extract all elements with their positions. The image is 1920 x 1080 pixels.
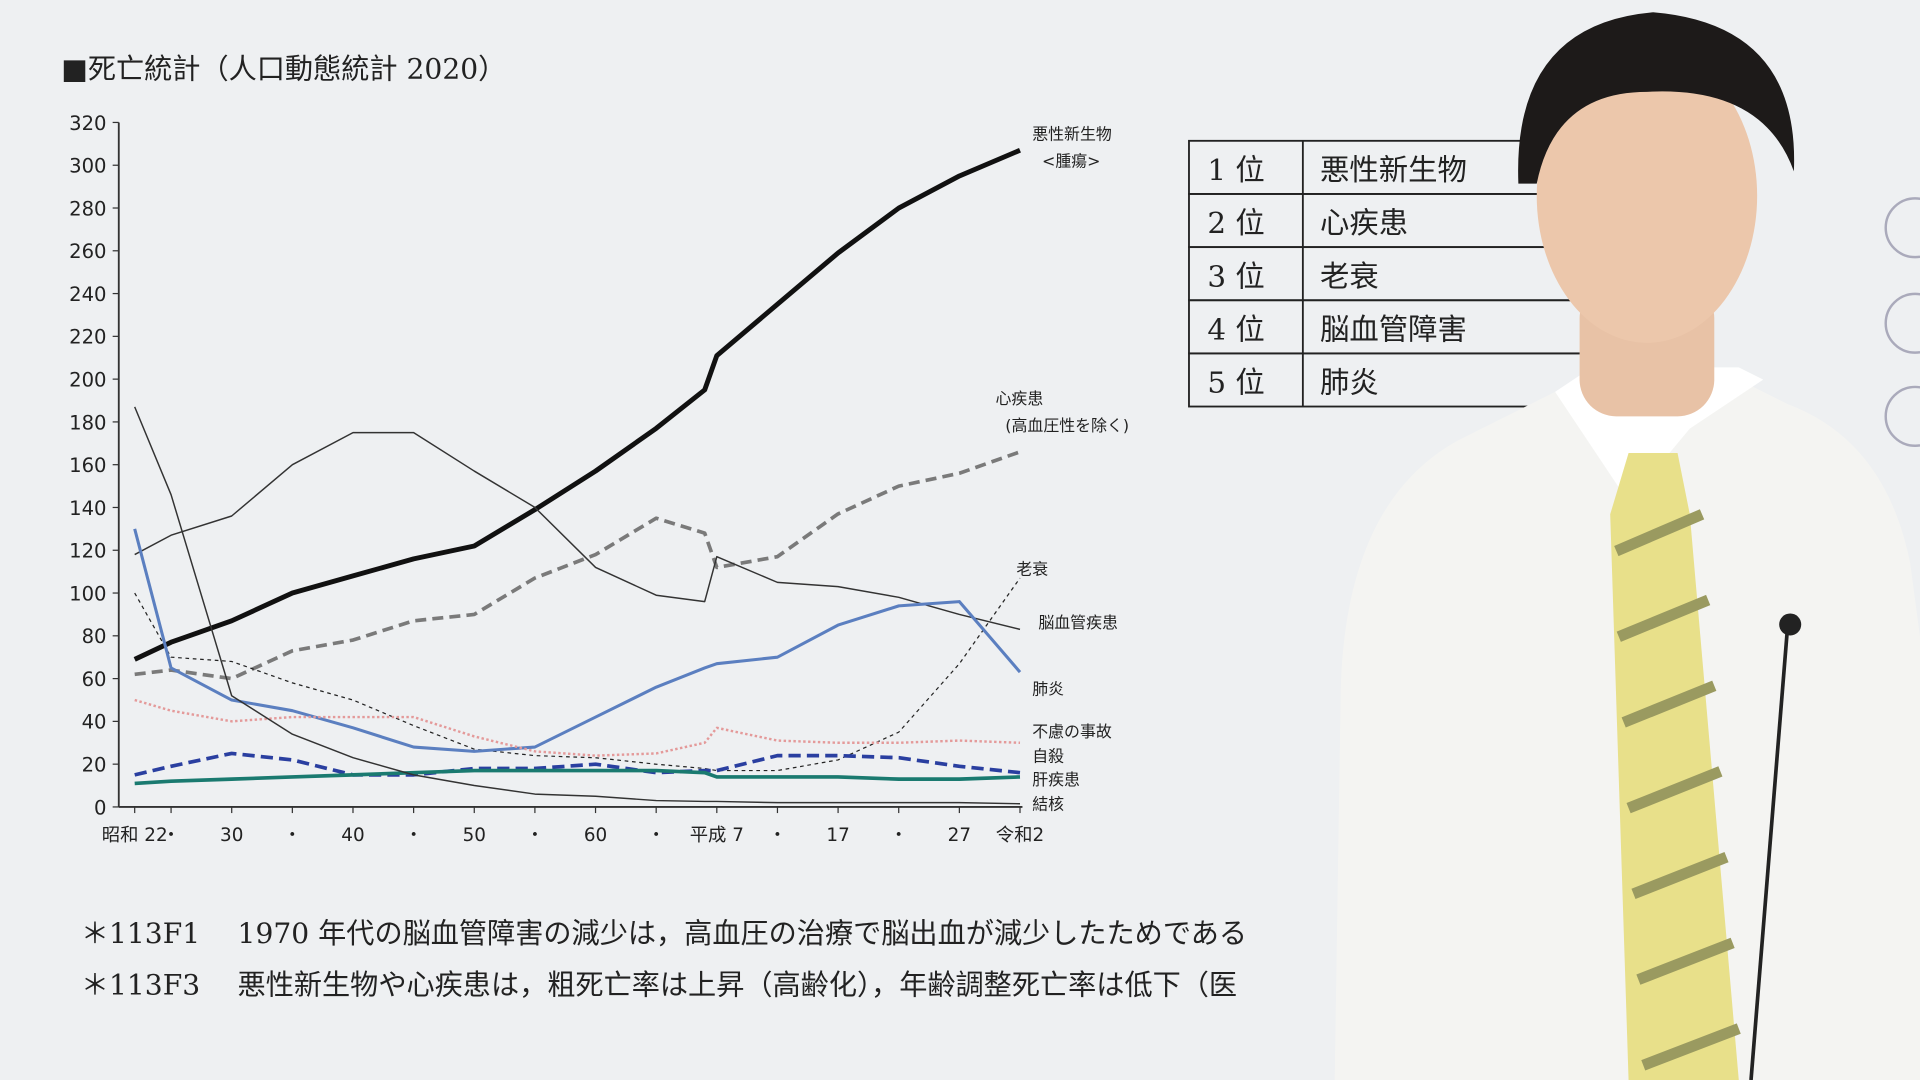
y-tick-label: 0 bbox=[94, 796, 106, 819]
cause-cell: 悪性新生物 bbox=[1320, 153, 1467, 187]
rank-cell: 1 位 bbox=[1207, 153, 1264, 187]
y-tick-label: 80 bbox=[82, 625, 107, 648]
series-line bbox=[133, 528, 1022, 753]
y-tick-label: 320 bbox=[69, 112, 106, 135]
y-tick-label: 280 bbox=[69, 197, 106, 220]
chart: 0 20 40 60 80 100 120 140 160 180 200 220 240 260 280 3… bbox=[69, 112, 1129, 846]
series-label: 自殺 bbox=[1032, 747, 1064, 766]
series-sublabel: (高血圧性を除く) bbox=[1005, 416, 1129, 435]
side-controls bbox=[1884, 197, 1920, 447]
face bbox=[1536, 48, 1758, 343]
series-line bbox=[133, 147, 1021, 662]
cause-cell: 老衰 bbox=[1320, 259, 1379, 293]
x-tick-label: ・ bbox=[404, 825, 422, 846]
x-tick-label: ・ bbox=[162, 825, 180, 846]
back-button[interactable] bbox=[1884, 292, 1920, 354]
cause-cell: 心疾患 bbox=[1320, 206, 1408, 240]
series-label: 心疾患 bbox=[996, 389, 1044, 408]
x-tick-label: ・ bbox=[647, 825, 665, 846]
y-tick-label: 20 bbox=[82, 754, 107, 777]
series-label: 肝疾患 bbox=[1032, 770, 1080, 789]
x-tick-label: 27 bbox=[948, 825, 971, 846]
rank-cell: 5 位 bbox=[1207, 366, 1264, 400]
y-tick-label: 40 bbox=[82, 711, 107, 734]
note-text: 悪性新生物や心疾患は，粗死亡率は上昇（高齢化），年齢調整死亡率は低下（医 bbox=[238, 968, 1238, 1001]
x-tick-label: 平成 7 bbox=[690, 825, 744, 846]
series-line bbox=[134, 698, 1021, 757]
x-tick-label: 17 bbox=[826, 825, 849, 846]
y-tick-label: 200 bbox=[69, 368, 106, 391]
cause-cell: 脳血管障害 bbox=[1320, 312, 1467, 346]
note-text: 1970 年代の脳血管障害の減少は，高血圧の治療で脳出血が減少したためである bbox=[238, 917, 1247, 950]
series-label: 悪性新生物 bbox=[1032, 125, 1112, 144]
series-line bbox=[134, 450, 1021, 681]
y-tick-label: 140 bbox=[69, 497, 106, 520]
series-sublabel: <腫瘍> bbox=[1042, 152, 1100, 171]
y-tick-label: 220 bbox=[69, 326, 106, 349]
series-label: 老衰 bbox=[1016, 559, 1048, 578]
tie-stripes bbox=[1614, 509, 1741, 1071]
microphone bbox=[1779, 613, 1802, 636]
note-code: ＊113F1 bbox=[81, 917, 200, 950]
y-tick-label: 160 bbox=[69, 454, 106, 477]
series-line bbox=[134, 431, 1021, 631]
hair bbox=[1518, 12, 1795, 184]
rank-cell: 4 位 bbox=[1207, 312, 1264, 346]
tie bbox=[1610, 453, 1739, 1080]
x-tick-label: ・ bbox=[283, 825, 301, 846]
x-tick-label: 昭和 22 bbox=[102, 825, 168, 846]
note-code: ＊113F3 bbox=[81, 968, 200, 1001]
series-line bbox=[134, 406, 1021, 805]
x-tick-label: 50 bbox=[463, 825, 486, 846]
x-tick-label: 令和2 bbox=[996, 825, 1044, 846]
title: ■死亡統計（人口動態統計 2020） bbox=[61, 52, 506, 85]
series-line bbox=[134, 577, 1021, 772]
cause-cell: 肺炎 bbox=[1320, 366, 1379, 400]
y-tick-label: 240 bbox=[69, 283, 106, 306]
rank-cell: 3 位 bbox=[1207, 259, 1264, 293]
series-line bbox=[134, 768, 1021, 786]
x-tick-label: 60 bbox=[584, 825, 607, 846]
play-button[interactable] bbox=[1884, 197, 1920, 259]
y-tick-label: 60 bbox=[82, 668, 107, 691]
series-label: 結核 bbox=[1032, 794, 1064, 813]
y-tick-label: 180 bbox=[69, 411, 106, 434]
series-label: 脳血管疾患 bbox=[1038, 613, 1118, 632]
y-tick-label: 300 bbox=[69, 155, 106, 178]
x-tick-label: ・ bbox=[890, 825, 908, 846]
series-label: 不慮の事故 bbox=[1032, 722, 1112, 741]
series-line bbox=[134, 751, 1021, 777]
x-tick-label: 40 bbox=[341, 825, 364, 846]
y-tick-label: 260 bbox=[69, 240, 106, 263]
notes: ＊113F1 1970 年代の脳血管障害の減少は，高血圧の治療で脳出血が減少したた… bbox=[81, 917, 1247, 1001]
series-label: 肺炎 bbox=[1032, 679, 1064, 698]
y-tick-label: 100 bbox=[69, 582, 106, 605]
x-tick-label: 30 bbox=[220, 825, 243, 846]
rank-cell: 2 位 bbox=[1207, 206, 1264, 240]
mic-cable bbox=[1749, 624, 1790, 1080]
pen-button[interactable] bbox=[1884, 385, 1920, 447]
x-tick-label: ・ bbox=[526, 825, 544, 846]
presenter bbox=[1334, 12, 1920, 1080]
y-tick-label: 120 bbox=[69, 540, 106, 563]
x-tick-label: ・ bbox=[768, 825, 786, 846]
